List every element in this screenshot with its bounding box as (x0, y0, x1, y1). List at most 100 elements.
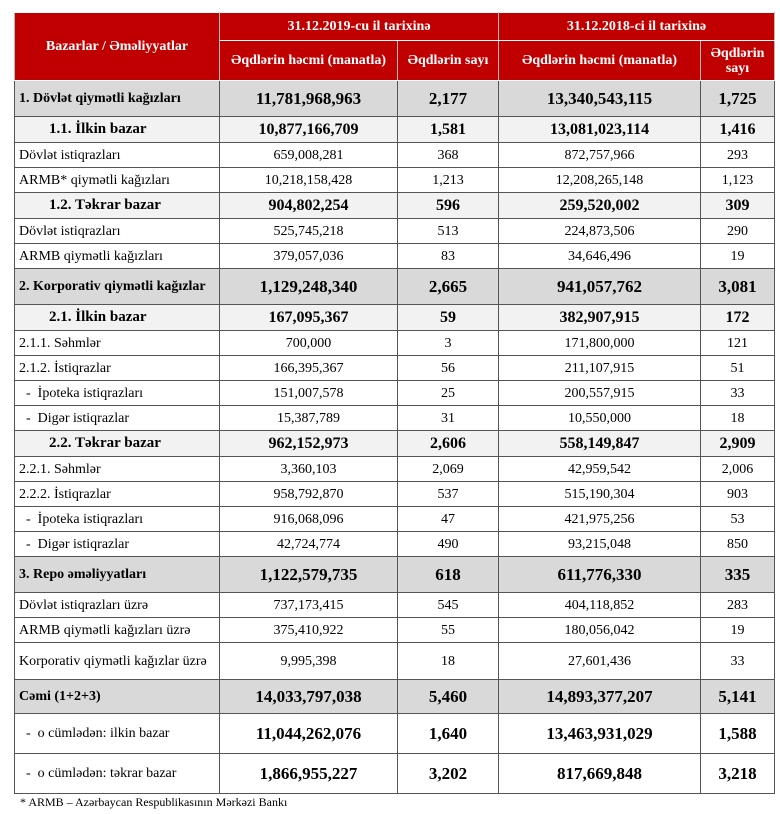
row-label: 1.2. Təkrar bazar (14, 192, 220, 219)
count-2019: 537 (396, 481, 500, 507)
count-2018: 53 (700, 506, 776, 532)
count-2018: 290 (700, 218, 776, 244)
row-label: Dövlət istiqrazları (14, 218, 220, 244)
volume-2018: 93,215,048 (498, 531, 702, 557)
volume-2018: 10,550,000 (498, 405, 702, 431)
volume-2018: 13,081,023,114 (498, 116, 702, 143)
table-row: ARMB qiymətli kağızları 379,057,036 83 34,6… (14, 243, 776, 269)
row-label: - o cümlədən: təkrar bazar (14, 753, 220, 794)
row-label: - Digər istiqrazlar (14, 531, 220, 557)
count-2019: 2,665 (396, 268, 500, 305)
table-row: - İpoteka istiqrazları 151,007,578 25 200,5… (14, 380, 776, 406)
column-header-volume-2019: Əqdlərin həcmi (manatla) (219, 40, 398, 81)
column-header-count-2018: Əqdlərin sayı (700, 40, 776, 81)
table-row: 2.1.1. Səhmlər 700,000 3 171,800,000 121 (14, 330, 776, 356)
table-row: Korporativ qiymətli kağızlar üzrə 9,995,3… (14, 642, 776, 680)
table-row: Cəmi (1+2+3) 14,033,797,038 5,460 14,893,37… (14, 679, 776, 714)
table-row: ARMB qiymətli kağızları üzrə 375,410,922 5… (14, 617, 776, 643)
volume-2019: 375,410,922 (219, 617, 398, 643)
count-2019: 618 (396, 556, 500, 593)
volume-2018: 611,776,330 (498, 556, 702, 593)
row-label: 3. Repo əməliyyatları (14, 556, 220, 593)
count-2018: 309 (700, 192, 776, 219)
column-header-count-2019: Əqdlərin sayı (396, 40, 500, 81)
count-2018: 1,123 (700, 167, 776, 193)
row-label: Dövlət istiqrazları üzrə (14, 592, 220, 618)
row-label: Cəmi (1+2+3) (14, 679, 220, 714)
count-2019: 1,213 (396, 167, 500, 193)
volume-2019: 916,068,096 (219, 506, 398, 532)
count-2019: 2,606 (396, 430, 500, 457)
volume-2018: 34,646,496 (498, 243, 702, 269)
count-2018: 1,588 (700, 713, 776, 754)
table-row: 1.1. İlkin bazar 10,877,166,709 1,581 13,08… (14, 116, 776, 143)
volume-2019: 659,008,281 (219, 142, 398, 168)
volume-2018: 14,893,377,207 (498, 679, 702, 714)
volume-2018: 224,873,506 (498, 218, 702, 244)
volume-2019: 10,218,158,428 (219, 167, 398, 193)
column-header-2019: 31.12.2019-cu il tarixinə (218, 12, 500, 41)
row-label: ARMB qiymətli kağızları (14, 243, 220, 269)
count-2019: 596 (396, 192, 500, 219)
table-row: 2.1. İlkin bazar 167,095,367 59 382,907,915… (14, 304, 776, 331)
row-label: 2.2.1. Səhmlər (14, 456, 220, 482)
volume-2018: 13,463,931,029 (498, 713, 702, 754)
row-label: 2.1.2. İstiqrazlar (14, 355, 220, 381)
count-2019: 2,177 (396, 80, 500, 117)
volume-2018: 421,975,256 (498, 506, 702, 532)
volume-2018: 180,056,042 (498, 617, 702, 643)
volume-2019: 9,995,398 (219, 642, 398, 680)
table-row: - Digər istiqrazlar 42,724,774 490 93,215,0… (14, 531, 776, 557)
row-label: Dövlət istiqrazları (14, 142, 220, 168)
table-row: - İpoteka istiqrazları 916,068,096 47 421,9… (14, 506, 776, 532)
volume-2019: 15,387,789 (219, 405, 398, 431)
column-header-volume-2018: Əqdlərin həcmi (manatla) (498, 40, 702, 81)
volume-2019: 737,173,415 (219, 592, 398, 618)
count-2018: 19 (700, 243, 776, 269)
table-row: 2.1.2. İstiqrazlar 166,395,367 56 211,107,9… (14, 355, 776, 381)
count-2019: 25 (396, 380, 500, 406)
count-2018: 3,218 (700, 753, 776, 794)
volume-2018: 200,557,915 (498, 380, 702, 406)
count-2019: 513 (396, 218, 500, 244)
count-2018: 51 (700, 355, 776, 381)
count-2018: 19 (700, 617, 776, 643)
count-2019: 83 (396, 243, 500, 269)
table-row: 2.2.2. İstiqrazlar 958,792,870 537 515,190,… (14, 481, 776, 507)
volume-2019: 525,745,218 (219, 218, 398, 244)
volume-2019: 14,033,797,038 (219, 679, 398, 714)
row-label: 1.1. İlkin bazar (14, 116, 220, 143)
count-2019: 3 (396, 330, 500, 356)
count-2019: 3,202 (396, 753, 500, 794)
volume-2019: 151,007,578 (219, 380, 398, 406)
count-2018: 2,006 (700, 456, 776, 482)
row-label: ARMB qiymətli kağızları üzrə (14, 617, 220, 643)
count-2019: 59 (396, 304, 500, 331)
volume-2018: 404,118,852 (498, 592, 702, 618)
footnote: * ARMB – Azərbaycan Respublikasının Mərk… (20, 795, 288, 809)
volume-2018: 12,208,265,148 (498, 167, 702, 193)
table-row: 1. Dövlət qiymətli kağızları 11,781,968,9… (14, 80, 776, 117)
row-label: 1. Dövlət qiymətli kağızları (14, 80, 220, 117)
volume-2018: 27,601,436 (498, 642, 702, 680)
volume-2019: 166,395,367 (219, 355, 398, 381)
count-2019: 2,069 (396, 456, 500, 482)
table-row: 2. Korporativ qiymətli kağızlar 1,129,248… (14, 268, 776, 305)
row-label: - o cümlədən: ilkin bazar (14, 713, 220, 754)
count-2018: 1,725 (700, 80, 776, 117)
row-label: - İpoteka istiqrazları (14, 380, 220, 406)
volume-2019: 1,122,579,735 (219, 556, 398, 593)
count-2018: 33 (700, 380, 776, 406)
count-2018: 121 (700, 330, 776, 356)
table-row: 2.2. Təkrar bazar 962,152,973 2,606 558,149… (14, 430, 776, 457)
column-header-2018: 31.12.2018-ci il tarixinə (498, 12, 776, 41)
count-2019: 1,640 (396, 713, 500, 754)
row-label: Korporativ qiymətli kağızlar üzrə (14, 642, 220, 680)
column-header-markets: Bazarlar / Əməliyyatlar (14, 12, 220, 81)
count-2018: 293 (700, 142, 776, 168)
count-2018: 3,081 (700, 268, 776, 305)
row-label: 2.2. Təkrar bazar (14, 430, 220, 457)
table-row: - o cümlədən: ilkin bazar 11,044,262,076 1… (14, 713, 776, 754)
volume-2019: 904,802,254 (219, 192, 398, 219)
count-2019: 18 (396, 642, 500, 680)
